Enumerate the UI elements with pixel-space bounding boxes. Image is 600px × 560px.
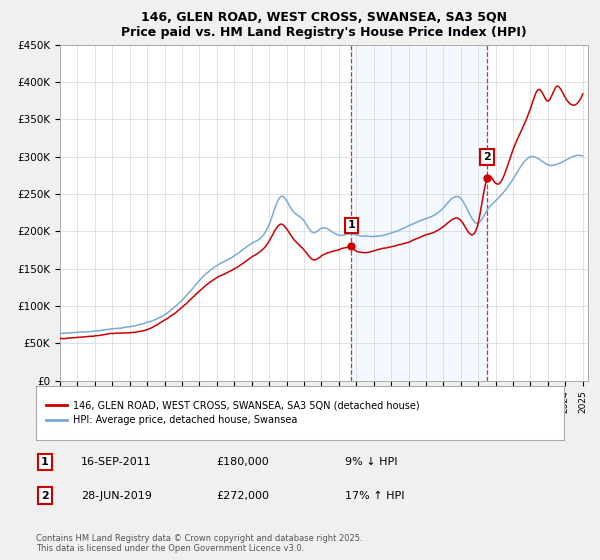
Bar <box>352 45 487 381</box>
Text: 16-SEP-2011: 16-SEP-2011 <box>81 457 152 467</box>
Text: 2: 2 <box>483 152 491 162</box>
Text: Contains HM Land Registry data © Crown copyright and database right 2025.
This d: Contains HM Land Registry data © Crown c… <box>36 534 362 553</box>
Text: 28-JUN-2019: 28-JUN-2019 <box>81 491 152 501</box>
Text: 9% ↓ HPI: 9% ↓ HPI <box>345 457 398 467</box>
Text: 17% ↑ HPI: 17% ↑ HPI <box>345 491 404 501</box>
Text: £272,000: £272,000 <box>216 491 269 501</box>
Text: 1: 1 <box>41 457 49 467</box>
Text: £180,000: £180,000 <box>216 457 269 467</box>
Text: 2: 2 <box>41 491 49 501</box>
Legend: 146, GLEN ROAD, WEST CROSS, SWANSEA, SA3 5QN (detached house), HPI: Average pric: 146, GLEN ROAD, WEST CROSS, SWANSEA, SA3… <box>41 396 424 430</box>
Title: 146, GLEN ROAD, WEST CROSS, SWANSEA, SA3 5QN
Price paid vs. HM Land Registry's H: 146, GLEN ROAD, WEST CROSS, SWANSEA, SA3… <box>121 11 527 39</box>
Text: 1: 1 <box>347 221 355 231</box>
